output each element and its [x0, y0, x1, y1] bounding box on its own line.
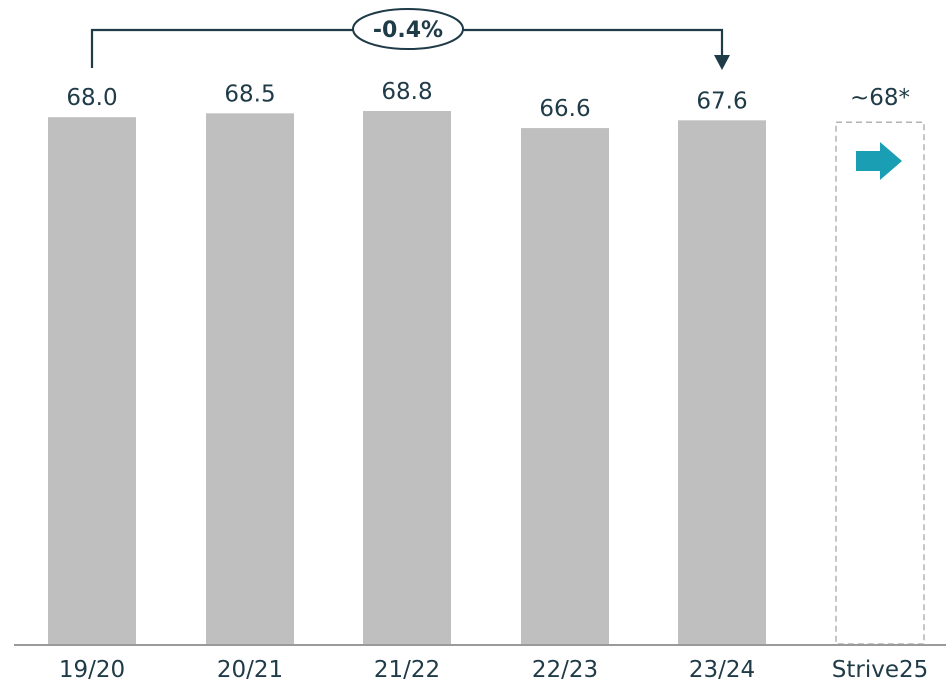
change-badge-label: -0.4%	[373, 18, 443, 43]
value-label: 68.8	[381, 79, 432, 105]
category-label: Strive25	[832, 657, 929, 683]
bar-23-24	[678, 120, 766, 645]
change-annotation: -0.4%	[90, 8, 730, 70]
category-labels-group: 19/20 20/21 21/22 22/23 23/24 Strive25	[59, 657, 928, 683]
bar-21-22	[363, 111, 451, 645]
category-label: 21/22	[374, 657, 440, 683]
bar-22-23	[521, 128, 609, 646]
value-label: 68.5	[224, 81, 275, 107]
value-label: 67.6	[696, 88, 747, 114]
bars-group	[48, 111, 925, 646]
category-label: 22/23	[532, 657, 598, 683]
value-label: 68.0	[66, 85, 117, 111]
value-labels-group: 68.0 68.5 68.8 66.6 67.6 ~68*	[66, 79, 910, 122]
category-label: 20/21	[217, 657, 283, 683]
bar-19-20	[48, 117, 136, 646]
value-label: ~68*	[850, 85, 910, 111]
right-arrow-icon	[856, 142, 902, 180]
bar-20-21	[206, 113, 294, 645]
category-label: 19/20	[59, 657, 125, 683]
category-label: 23/24	[689, 657, 755, 683]
change-badge	[352, 8, 464, 50]
change-arrowhead-icon	[714, 55, 730, 70]
value-label: 66.6	[539, 96, 590, 122]
target-bar-outline	[835, 121, 925, 645]
